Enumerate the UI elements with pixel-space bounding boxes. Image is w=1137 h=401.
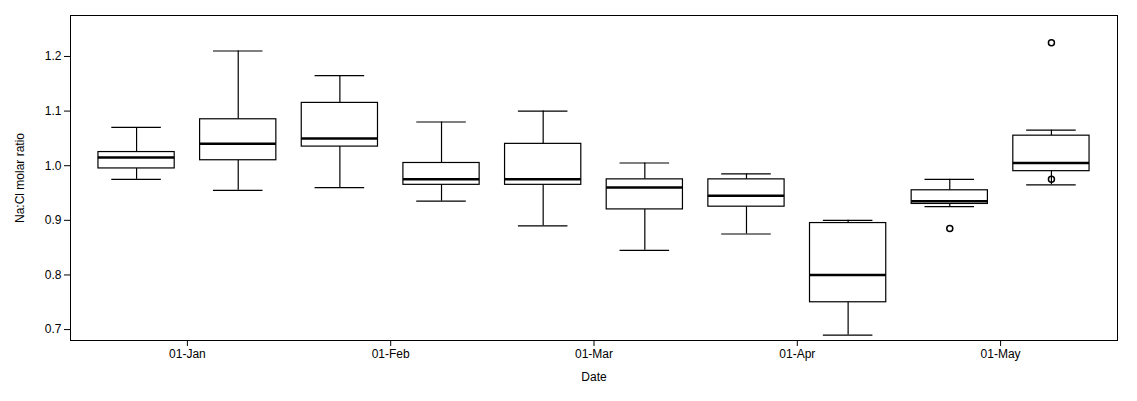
- svg-text:Date: Date: [581, 370, 607, 384]
- svg-text:0.9: 0.9: [45, 213, 62, 227]
- svg-text:1.0: 1.0: [45, 159, 62, 173]
- svg-text:01-Feb: 01-Feb: [372, 347, 410, 361]
- svg-text:Na:Cl molar ratio: Na:Cl molar ratio: [13, 133, 27, 223]
- svg-text:01-Jan: 01-Jan: [169, 347, 206, 361]
- svg-text:0.8: 0.8: [45, 268, 62, 282]
- svg-text:1.2: 1.2: [45, 49, 62, 63]
- svg-text:1.1: 1.1: [45, 104, 62, 118]
- svg-text:0.7: 0.7: [45, 322, 62, 336]
- svg-text:01-Apr: 01-Apr: [779, 347, 815, 361]
- svg-text:01-Mar: 01-Mar: [575, 347, 613, 361]
- svg-text:01-May: 01-May: [981, 347, 1021, 361]
